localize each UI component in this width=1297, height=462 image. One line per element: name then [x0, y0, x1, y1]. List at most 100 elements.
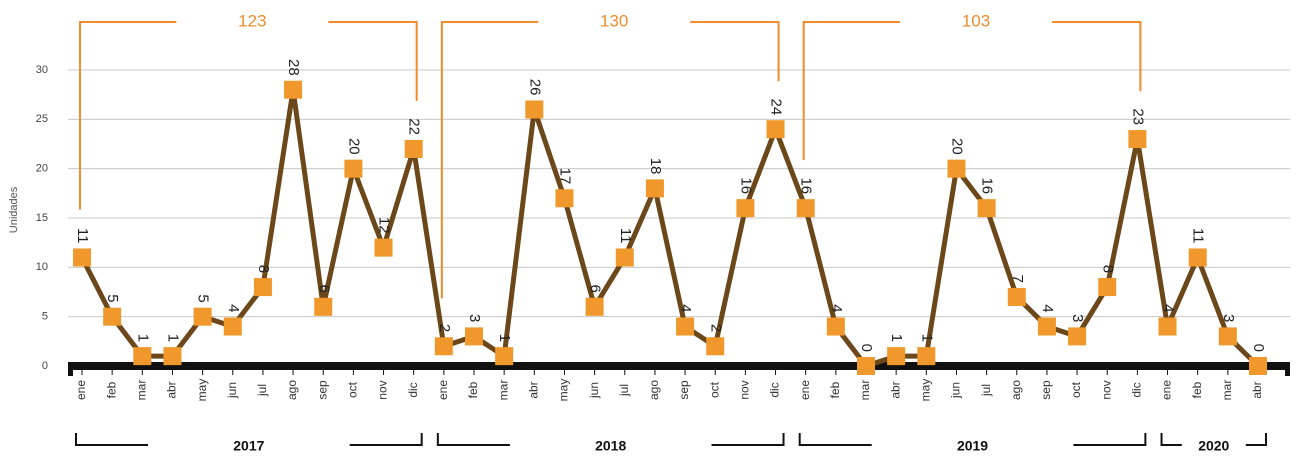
- y-axis-label: Unidades: [8, 186, 20, 233]
- data-marker: [73, 248, 91, 267]
- data-label: 0: [858, 344, 875, 352]
- x-tick-label: feb: [1190, 381, 1204, 398]
- data-label: 28: [285, 59, 302, 76]
- data-label: 17: [556, 168, 573, 185]
- data-marker: [676, 317, 695, 336]
- x-tick-label: abr: [1250, 381, 1264, 398]
- data-marker: [103, 307, 122, 326]
- data-marker: [465, 327, 483, 346]
- x-tick-label: nov: [738, 380, 752, 399]
- year-total: 123: [238, 11, 266, 30]
- data-label: 16: [979, 177, 996, 194]
- x-tick-label: dic: [1130, 382, 1144, 397]
- data-label: 26: [526, 79, 543, 96]
- data-marker: [344, 159, 363, 178]
- data-label: 4: [677, 304, 694, 312]
- x-tick-label: ago: [647, 380, 661, 400]
- total-bracket: [440, 21, 780, 299]
- x-tick-label: feb: [466, 381, 480, 398]
- data-marker: [796, 199, 815, 218]
- data-label: 8: [1099, 265, 1116, 273]
- x-tick-label: feb: [104, 381, 118, 398]
- data-label: 1: [888, 334, 905, 342]
- data-marker: [525, 100, 544, 119]
- data-label: 20: [948, 138, 965, 155]
- data-label: 4: [1160, 304, 1177, 312]
- x-tick-label: ene: [436, 380, 450, 400]
- x-tick-label: abr: [526, 381, 540, 398]
- x-tick-label: nov: [1099, 380, 1113, 399]
- data-label: 11: [1190, 228, 1207, 244]
- x-tick-label: ago: [285, 380, 299, 400]
- data-marker: [1188, 248, 1207, 267]
- x-tick-label: ene: [798, 380, 812, 400]
- data-marker: [615, 248, 634, 267]
- data-marker: [977, 199, 996, 218]
- year-bracket: [436, 433, 785, 446]
- data-marker: [857, 357, 875, 375]
- year-total: 130: [600, 11, 628, 30]
- y-tick-label: 0: [42, 360, 48, 372]
- data-marker: [223, 317, 242, 336]
- data-marker: [1158, 317, 1177, 336]
- x-tick-label: mar: [858, 380, 872, 401]
- y-tick-label: 10: [36, 261, 48, 273]
- x-tick-label: jun: [225, 382, 239, 399]
- data-label: 6: [587, 284, 604, 292]
- data-label: 23: [1129, 108, 1146, 125]
- x-tick-label: jul: [979, 384, 993, 397]
- data-marker: [1249, 357, 1267, 375]
- year-label: 2017: [233, 438, 264, 454]
- data-label: 4: [828, 304, 845, 312]
- year-label: 2019: [957, 438, 988, 454]
- data-label: 1: [164, 334, 181, 342]
- data-label: 3: [1069, 314, 1086, 322]
- x-tick-label: jul: [255, 384, 269, 397]
- x-tick-label: mar: [1220, 380, 1234, 401]
- x-axis-cap: [1285, 362, 1290, 376]
- x-tick-label: abr: [165, 381, 179, 398]
- data-marker: [374, 238, 393, 257]
- year-label: 2020: [1198, 438, 1229, 454]
- data-label: 11: [617, 228, 634, 244]
- data-label: 3: [1220, 314, 1237, 322]
- data-marker: [253, 278, 272, 297]
- data-label: 2: [436, 324, 453, 332]
- data-marker: [314, 297, 333, 316]
- data-marker: [133, 347, 152, 366]
- y-tick-label: 15: [36, 212, 48, 224]
- y-tick-label: 25: [36, 113, 48, 125]
- data-label: 24: [768, 99, 785, 116]
- data-line: [79, 87, 1260, 369]
- data-marker: [1007, 287, 1026, 306]
- data-marker: [1128, 130, 1147, 149]
- data-marker: [555, 189, 574, 208]
- data-marker: [766, 120, 785, 139]
- year-label: 2018: [595, 438, 626, 454]
- x-axis-cap: [68, 362, 73, 376]
- data-label: 16: [737, 177, 754, 194]
- data-marker: [1037, 317, 1056, 336]
- x-tick-label: oct: [707, 381, 721, 398]
- year-bracket: [798, 433, 1147, 446]
- total-bracket: [79, 21, 418, 210]
- data-marker: [193, 307, 212, 326]
- data-label: 7: [1009, 275, 1026, 283]
- x-tick-label: nov: [376, 380, 390, 399]
- x-tick-label: dic: [406, 382, 420, 397]
- x-tick-label: ago: [1009, 380, 1023, 400]
- data-marker: [495, 347, 514, 366]
- data-label: 20: [345, 138, 362, 155]
- year-total: 103: [962, 11, 990, 30]
- year-bracket: [75, 433, 423, 446]
- data-marker: [585, 297, 604, 316]
- data-label: 1: [496, 334, 513, 342]
- data-label: 3: [466, 314, 483, 322]
- x-tick-label: oct: [346, 381, 360, 398]
- x-tick-label: may: [557, 379, 571, 402]
- data-marker: [434, 337, 453, 356]
- x-tick-label: jun: [587, 382, 601, 399]
- data-label: 2: [707, 324, 724, 332]
- data-label: 4: [225, 304, 242, 312]
